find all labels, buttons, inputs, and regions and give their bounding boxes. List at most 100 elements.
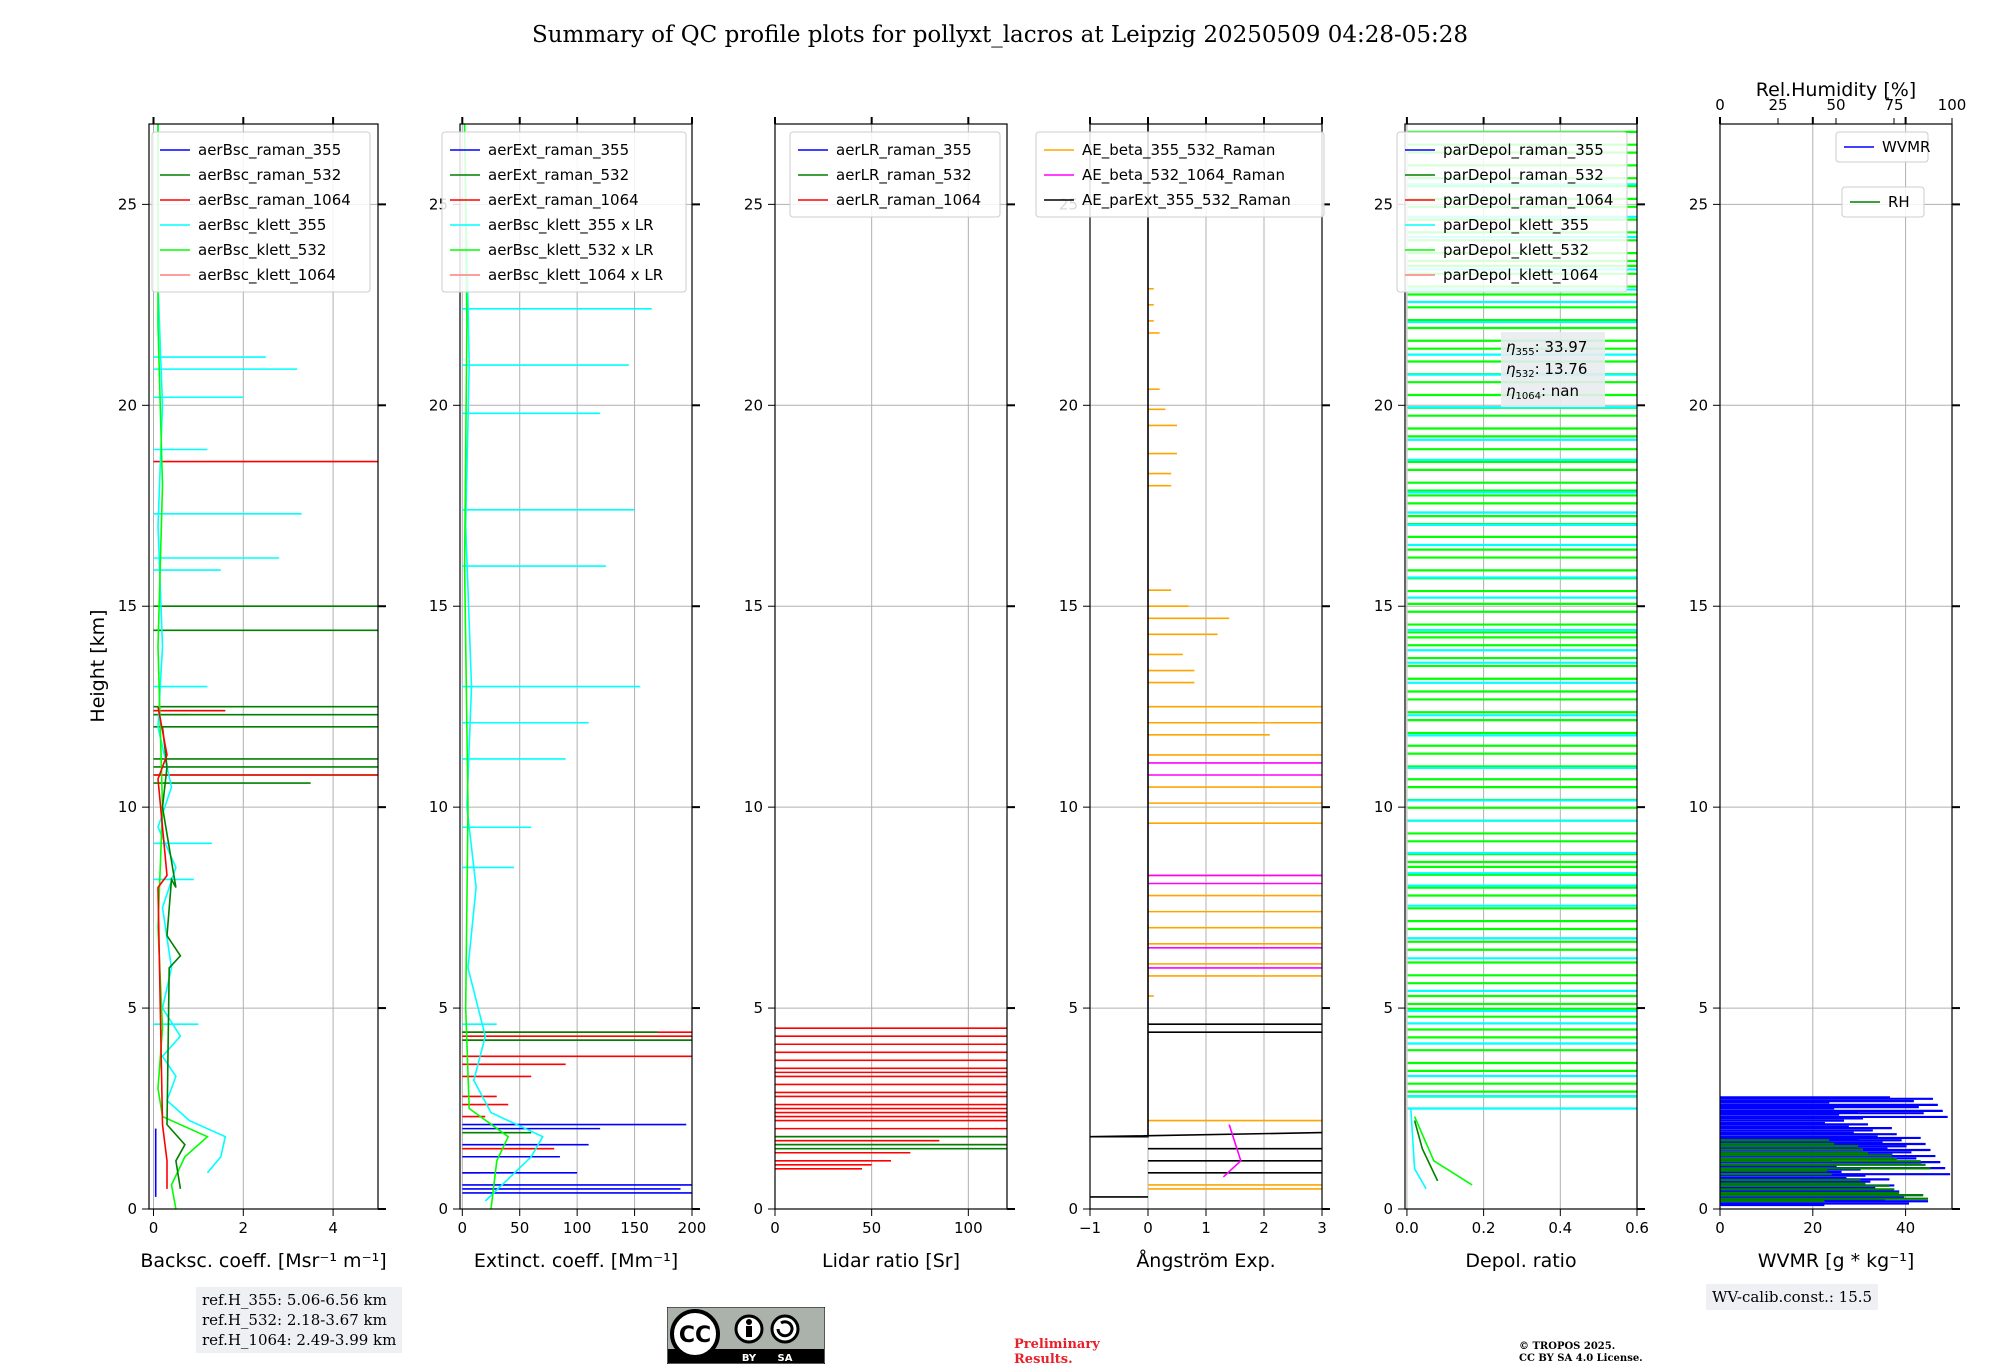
legend-entry: parDepol_klett_1064	[1443, 266, 1599, 285]
x-tick-label: 50	[862, 1219, 881, 1237]
legend-box	[1835, 131, 1929, 163]
legend-entry: parDepol_raman_532	[1443, 166, 1604, 185]
y-tick-label: 0	[127, 1200, 137, 1218]
legend-entry: aerLR_raman_355	[836, 141, 972, 160]
legend-entry: aerBsc_raman_532	[198, 166, 341, 185]
legend-entry: AE_beta_355_532_Raman	[1082, 141, 1275, 160]
legend-entry: aerBsc_raman_1064	[198, 191, 351, 210]
eta-box	[1501, 332, 1605, 407]
legend-entry: aerLR_raman_532	[836, 166, 972, 185]
legend-entry: AE_parExt_355_532_Raman	[1082, 191, 1291, 210]
y-tick-label: 20	[1374, 396, 1393, 414]
series-line-aerbsc-raman-1064	[157, 706, 168, 1189]
y-tick-label: 5	[127, 999, 137, 1017]
x-tick-label: 100	[563, 1219, 592, 1237]
series-line-pardepol-raman-532	[1413, 1120, 1439, 1182]
legend-entry: aerExt_raman_532	[488, 166, 629, 185]
x-tick-label: 1	[1201, 1219, 1211, 1237]
x-tick-label: 0	[770, 1219, 780, 1237]
panel-frame	[774, 123, 1008, 1210]
top-x-tick-label: 0	[1715, 96, 1725, 114]
panel-frame	[1404, 123, 1638, 1210]
y-tick-label: 25	[744, 195, 763, 213]
ref-height-532: ref.H_532: 2.18-3.67 km	[202, 1311, 387, 1329]
copyright-line-2: CC BY SA 4.0 License.	[1519, 1353, 1643, 1364]
legend-entry: aerExt_raman_1064	[488, 191, 639, 210]
copyright-line-1: © TROPOS 2025.	[1519, 1341, 1616, 1352]
y-tick-label: 0	[1383, 1200, 1393, 1218]
legend-ext: aerExt_raman_355 aerExt_raman_532 aerExt_r…	[441, 131, 687, 293]
legend-entry: parDepol_raman_355	[1443, 141, 1604, 160]
panel-frame	[459, 123, 693, 1210]
y-tick-label: 15	[1689, 597, 1708, 615]
x-tick-label: −1	[1079, 1219, 1101, 1237]
panel-frame	[1719, 123, 1953, 1210]
x-tick-label: 100	[954, 1219, 983, 1237]
x-tick-label: 50	[510, 1219, 529, 1237]
y-tick-label: 10	[429, 798, 448, 816]
y-tick-label: 10	[1374, 798, 1393, 816]
y-tick-label: 0	[753, 1200, 763, 1218]
wv-calib-const: WV-calib.const.: 15.5	[1712, 1288, 1873, 1306]
y-tick-label: 10	[744, 798, 763, 816]
x-tick-label: 40	[1896, 1219, 1915, 1237]
cc-license-badge: CC BY SA	[667, 1307, 825, 1364]
ref-height-box: ref.H_355: 5.06-6.56 km ref.H_532: 2.18-…	[196, 1287, 403, 1353]
top-x-tick-label: 100	[1938, 96, 1967, 114]
top-axis-label: Rel.Humidity [%]	[1756, 79, 1916, 101]
x-tick-label: 2	[239, 1219, 249, 1237]
y-tick-label: 5	[1068, 999, 1078, 1017]
x-tick-label: 2	[1259, 1219, 1269, 1237]
sa-icon	[770, 1314, 800, 1344]
eta-value-532: η532: 13.76	[1506, 360, 1587, 380]
series-line-aerbsc-klett-532	[157, 124, 209, 1210]
x-axis-label: Extinct. coeff. [Mm⁻¹]	[474, 1250, 678, 1272]
x-tick-label: 20	[1803, 1219, 1822, 1237]
y-tick-label: 15	[118, 597, 137, 615]
legend-lr: aerLR_raman_355 aerLR_raman_532 aerLR_rama…	[789, 131, 1001, 218]
y-axis-label: Height [km]	[87, 609, 109, 722]
x-axis-label: Depol. ratio	[1465, 1250, 1576, 1272]
preliminary-line-1: Preliminary	[1014, 1337, 1100, 1352]
x-axis-label: Ångström Exp.	[1136, 1249, 1275, 1272]
legend-box	[441, 131, 687, 293]
series-line-aerbsc-klett-355	[157, 124, 227, 1174]
x-axis-label: Backsc. coeff. [Msr⁻¹ m⁻¹]	[140, 1250, 386, 1272]
panel-depol: 0 5 10 15 20 25 0.0 0.2 0.4 0.6 Depol. ratio parDep…	[1374, 117, 1649, 1272]
x-tick-label: 4	[328, 1219, 338, 1237]
legend-entry: AE_beta_532_1064_Raman	[1082, 166, 1285, 185]
y-tick-label: 20	[118, 396, 137, 414]
y-tick-label: 20	[429, 396, 448, 414]
legend-entry: aerBsc_klett_532 x LR	[488, 241, 654, 260]
by-icon-body	[746, 1326, 752, 1337]
ref-height-355: ref.H_355: 5.06-6.56 km	[202, 1291, 387, 1309]
top-x-tick-label: 75	[1884, 96, 1903, 114]
cc-icon	[670, 1309, 720, 1359]
legend-entry: aerExt_raman_355	[488, 141, 629, 160]
series-line-ae-parext-355-532-raman	[1089, 124, 1323, 1138]
legend-entry: aerBsc_klett_355	[198, 216, 326, 235]
y-tick-label: 15	[429, 597, 448, 615]
legend-wvmr: WVMR RH	[1835, 131, 1930, 218]
y-tick-label: 15	[744, 597, 763, 615]
series-line-aerbsc-klett-532-x-lr	[463, 123, 510, 1210]
x-tick-label: 3	[1317, 1219, 1327, 1237]
legend-box	[789, 131, 1001, 218]
legend-box	[151, 131, 371, 293]
legend-entry: parDepol_raman_1064	[1443, 191, 1613, 210]
x-tick-label: 0	[458, 1219, 468, 1237]
y-tick-label: 10	[1059, 798, 1078, 816]
top-x-tick-label: 25	[1768, 96, 1787, 114]
panel-bsc: 0 5 10 15 20 25 0 2 4 Backsc. coeff. [Msr⁻¹ m⁻¹] a…	[118, 117, 387, 1272]
legend-box	[1396, 131, 1628, 293]
top-x-tick-label: 50	[1826, 96, 1845, 114]
ref-height-1064: ref.H_1064: 2.49-3.99 km	[202, 1331, 397, 1349]
y-tick-label: 25	[118, 195, 137, 213]
legend-entry: aerBsc_klett_532	[198, 241, 326, 260]
y-tick-label: 5	[1698, 999, 1708, 1017]
y-tick-label: 10	[1689, 798, 1708, 816]
x-tick-label: 0.2	[1472, 1219, 1496, 1237]
